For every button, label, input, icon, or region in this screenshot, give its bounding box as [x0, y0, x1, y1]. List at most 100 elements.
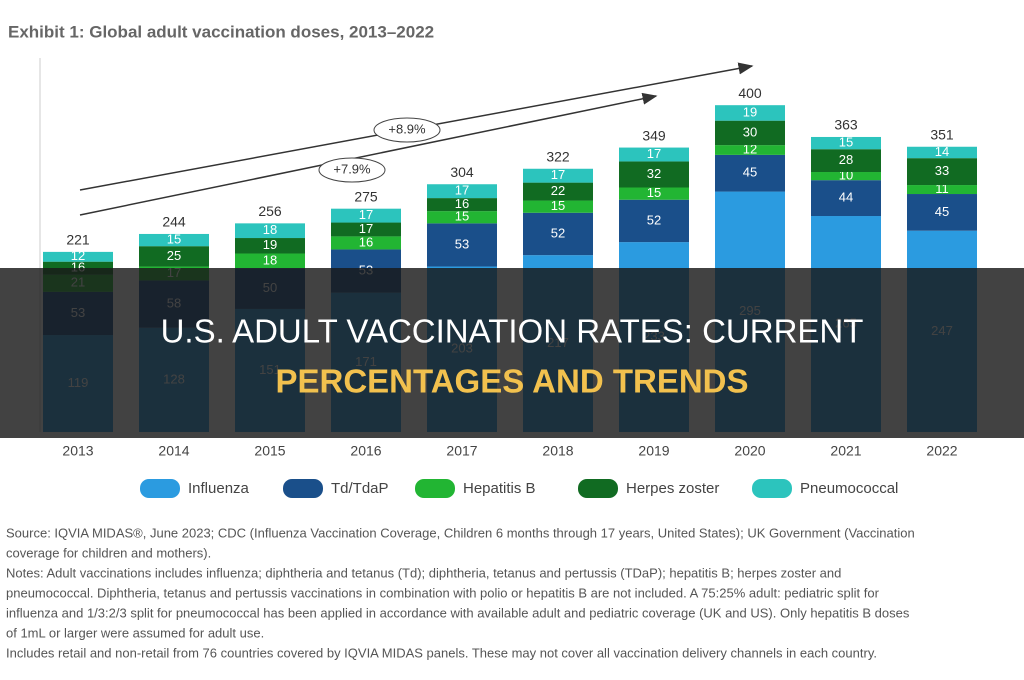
bar-segment	[235, 238, 305, 254]
data-label: 16	[455, 196, 469, 211]
bar-segment	[523, 200, 593, 213]
note-line: pneumococcal. Diphtheria, tetanus and pe…	[6, 585, 880, 600]
total-label: 351	[930, 126, 954, 142]
data-label: 32	[647, 166, 661, 181]
total-label: 275	[354, 188, 378, 204]
data-label: 33	[935, 163, 949, 178]
x-tick-label: 2022	[926, 443, 957, 459]
data-label: 45	[935, 204, 949, 219]
data-label: 17	[551, 167, 565, 182]
legend-swatch	[578, 479, 618, 498]
bar-segment	[235, 223, 305, 239]
legend-swatch	[283, 479, 323, 498]
bar-segment	[43, 251, 113, 262]
note-line: Includes retail and non-retail from 76 c…	[6, 645, 877, 660]
bar-segment	[715, 105, 785, 121]
bar-segment	[619, 161, 689, 188]
data-label: 15	[455, 209, 469, 224]
chart-title: Exhibit 1: Global adult vaccination dose…	[8, 22, 434, 41]
note-line: of 1mL or larger were assumed for adult …	[6, 625, 264, 640]
bar-segment	[331, 208, 401, 223]
x-tick-label: 2013	[62, 443, 93, 459]
x-tick-label: 2014	[158, 443, 189, 459]
trend-arrow	[79, 92, 658, 216]
bar-segment	[427, 211, 497, 224]
bar-segment	[811, 149, 881, 173]
notes: Source: IQVIA MIDAS®, June 2023; CDC (In…	[6, 525, 915, 660]
bar-segment	[907, 185, 977, 195]
data-label: 12	[743, 141, 757, 156]
legend-label: Influenza	[188, 480, 250, 497]
total-label: 349	[642, 127, 666, 143]
data-label: 52	[647, 212, 661, 227]
legend-swatch	[415, 479, 455, 498]
data-label: 17	[359, 221, 373, 236]
annotation-bubble	[373, 117, 441, 143]
bar-segment	[523, 168, 593, 183]
total-label: 322	[546, 148, 570, 164]
data-label: 17	[647, 146, 661, 161]
total-label: 400	[738, 85, 762, 101]
bar-segment	[907, 146, 977, 159]
data-label: 17	[455, 183, 469, 198]
data-label: 19	[743, 104, 757, 119]
bar-segment	[715, 154, 785, 192]
data-label: 45	[743, 165, 757, 180]
x-tick-label: 2015	[254, 443, 285, 459]
data-label: 53	[455, 236, 469, 251]
data-label: 19	[263, 237, 277, 252]
x-tick-label: 2021	[830, 443, 861, 459]
legend-label: Pneumococcal	[800, 480, 898, 497]
bar-segment	[715, 120, 785, 146]
bar-segment	[619, 199, 689, 243]
data-label: 17	[359, 207, 373, 222]
total-label: 363	[834, 117, 858, 133]
legend-swatch	[140, 479, 180, 498]
data-label: 52	[551, 225, 565, 240]
data-label: 25	[167, 248, 181, 263]
total-label: 256	[258, 203, 282, 219]
bar-segment	[523, 182, 593, 201]
data-label: 15	[551, 198, 565, 213]
data-label: 12	[71, 248, 85, 263]
x-tick-label: 2018	[542, 443, 573, 459]
bar-segment	[331, 236, 401, 250]
banner-title: U.S. ADULT VACCINATION RATES: CURRENT	[161, 313, 864, 350]
annotation: +7.9%	[333, 161, 371, 176]
banner: U.S. ADULT VACCINATION RATES: CURRENT PE…	[0, 268, 1024, 438]
total-label: 304	[450, 164, 474, 180]
bar-segment	[619, 187, 689, 200]
legend-label: Td/TdaP	[331, 480, 389, 497]
x-tick-label: 2020	[734, 443, 765, 459]
data-label: 16	[359, 234, 373, 249]
note-line: influenza and 1/3:2/3 split for pneumoco…	[6, 605, 910, 620]
bar-segment	[235, 253, 305, 269]
data-label: 15	[167, 232, 181, 247]
x-tick-label: 2017	[446, 443, 477, 459]
banner-subtitle: PERCENTAGES AND TRENDS	[275, 363, 748, 400]
annotation: +8.9%	[388, 121, 426, 136]
legend-swatch	[752, 479, 792, 498]
bar-segment	[427, 198, 497, 212]
data-label: 18	[263, 252, 277, 267]
bar-segment	[523, 212, 593, 256]
bar-segment	[715, 145, 785, 155]
data-label: 15	[839, 135, 853, 150]
bar-segment	[139, 246, 209, 267]
legend-label: Herpes zoster	[626, 480, 719, 497]
data-label: 28	[839, 152, 853, 167]
x-tick-label: 2016	[350, 443, 381, 459]
data-label: 15	[647, 185, 661, 200]
annotation-bubble	[318, 157, 386, 183]
bar-segment	[907, 194, 977, 231]
banner-bg	[0, 268, 1024, 438]
note-line: coverage for children and mothers).	[6, 545, 211, 560]
note-line: Source: IQVIA MIDAS®, June 2023; CDC (In…	[6, 525, 915, 540]
data-label: 14	[935, 144, 949, 159]
bar-segment	[619, 147, 689, 162]
bar-segment	[139, 233, 209, 247]
total-label: 221	[66, 232, 90, 248]
legend: Influenza Td/TdaP Hepatitis B Herpes zoster…	[140, 479, 898, 498]
bar-segment	[811, 136, 881, 150]
